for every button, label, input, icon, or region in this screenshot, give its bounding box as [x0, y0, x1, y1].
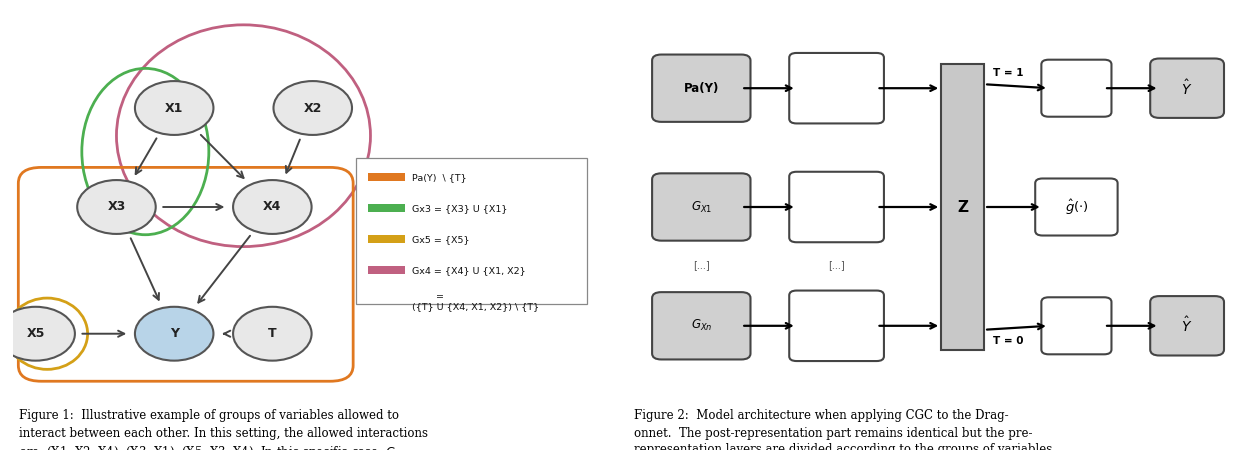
- Circle shape: [136, 81, 213, 135]
- Bar: [368, 204, 405, 212]
- Text: [...]: [...]: [828, 261, 845, 270]
- Text: Figure 2:  Model architecture when applying CGC to the Drag-
onnet.  The post-re: Figure 2: Model architecture when applyi…: [634, 410, 1055, 450]
- Text: X5: X5: [26, 327, 45, 340]
- Text: $G_{X1}$: $G_{X1}$: [690, 199, 712, 215]
- Circle shape: [78, 180, 156, 234]
- FancyBboxPatch shape: [1150, 296, 1224, 356]
- Text: X3: X3: [108, 201, 126, 213]
- Text: T = 1: T = 1: [994, 68, 1024, 78]
- FancyBboxPatch shape: [356, 158, 587, 304]
- Circle shape: [233, 180, 311, 234]
- Text: T = 0: T = 0: [994, 336, 1024, 346]
- Bar: [368, 173, 405, 181]
- Text: Pa(Y): Pa(Y): [684, 82, 719, 94]
- FancyBboxPatch shape: [653, 173, 750, 241]
- Text: Gx5 = {X5}: Gx5 = {X5}: [412, 235, 469, 244]
- FancyBboxPatch shape: [653, 292, 750, 360]
- Text: Figure 1:  Illustrative example of groups of variables allowed to
interact betwe: Figure 1: Illustrative example of groups…: [19, 410, 428, 450]
- FancyBboxPatch shape: [653, 54, 750, 122]
- Text: $\hat{Y}$: $\hat{Y}$: [1181, 79, 1192, 98]
- Text: =
({T} U {X4, X1, X2}) \ {T}: = ({T} U {X4, X1, X2}) \ {T}: [412, 292, 540, 311]
- Text: [...]: [...]: [693, 261, 709, 270]
- FancyBboxPatch shape: [1150, 58, 1224, 118]
- Text: Z: Z: [958, 199, 968, 215]
- Circle shape: [274, 81, 351, 135]
- Text: Gx3 = {X3} U {X1}: Gx3 = {X3} U {X1}: [412, 204, 507, 213]
- Circle shape: [233, 307, 311, 360]
- FancyBboxPatch shape: [1042, 297, 1112, 354]
- Text: T: T: [269, 327, 276, 340]
- Text: $G_{Xn}$: $G_{Xn}$: [690, 318, 712, 333]
- Text: X1: X1: [164, 102, 183, 114]
- Text: $\hat{g}(\cdot)$: $\hat{g}(\cdot)$: [1064, 198, 1088, 216]
- Text: Gx4 = {X4} U {X1, X2}: Gx4 = {X4} U {X1, X2}: [412, 266, 526, 275]
- Circle shape: [0, 307, 75, 360]
- Text: X4: X4: [264, 201, 281, 213]
- FancyBboxPatch shape: [789, 291, 884, 361]
- FancyBboxPatch shape: [789, 172, 884, 242]
- FancyBboxPatch shape: [1042, 60, 1112, 117]
- Text: $\hat{Y}$: $\hat{Y}$: [1181, 316, 1192, 335]
- Bar: [941, 64, 984, 350]
- FancyBboxPatch shape: [789, 53, 884, 123]
- Circle shape: [136, 307, 213, 360]
- Bar: [368, 235, 405, 243]
- FancyBboxPatch shape: [1035, 179, 1118, 235]
- Text: X2: X2: [304, 102, 323, 114]
- Text: Pa(Y)  \ {T}: Pa(Y) \ {T}: [412, 173, 467, 182]
- Text: Y: Y: [169, 327, 178, 340]
- Bar: [368, 266, 405, 274]
